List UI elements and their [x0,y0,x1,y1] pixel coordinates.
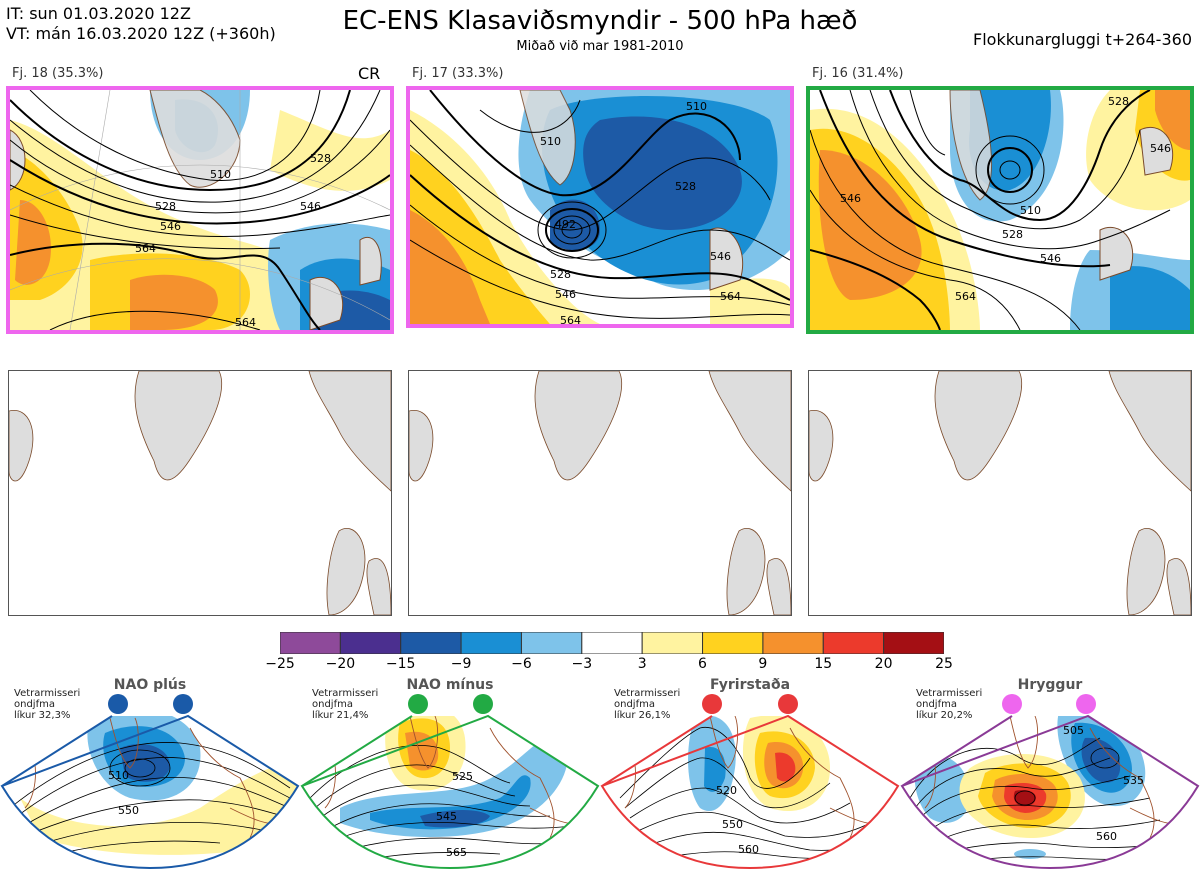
colorbar-swatch [581,631,643,655]
regime-marker [108,694,128,714]
colorbar-tick-label: −25 [265,656,295,672]
contour-label: 564 [235,316,256,329]
contour-label: 546 [1150,142,1171,155]
colorbar-swatch [883,631,945,655]
contour-label: 528 [155,200,176,213]
regime-marker [778,694,798,714]
contour-label: 528 [550,268,571,281]
colorbar-swatch [822,631,885,655]
regime-nao-plus: NAO plús Vetrarmisseri ondjfma líkur 32,… [0,676,300,871]
colorbar-tick-label: −20 [325,656,356,672]
colorbar-tick-label: −15 [385,656,416,672]
regime-ridge: Hryggur Vetrarmisseri ondjfma líkur 20,2… [900,676,1200,871]
cluster-18-annotation: CR [358,64,381,83]
colorbar-tick-label: 20 [874,656,893,672]
regime-name: Hryggur [1017,677,1083,693]
contour-label: 546 [1040,252,1061,265]
regime-marker [1076,694,1096,714]
colorbar-swatches [279,631,945,655]
colorbar-tick-label: 3 [637,656,647,672]
regime-name: NAO plús [113,677,187,693]
colorbar-tick-label: −6 [511,656,532,672]
colorbar-swatch [400,631,462,655]
initial-time: IT: sun 01.03.2020 12Z [6,4,191,23]
colorbar-swatch [520,631,583,655]
colorbar-swatch [641,631,704,655]
anomaly-map-empty-2 [408,370,792,616]
contour-label: 545 [436,810,457,823]
colorbar [279,631,945,655]
classification-window: Flokkunargluggi t+264-360 [973,30,1192,49]
header-info: IT: sun 01.03.2020 12Z VT: mán 16.03.202… [6,4,276,44]
contour-label: 546 [555,288,576,301]
anomaly-map-empty-1 [8,370,392,616]
cluster-17-label: Fj. 17 (33.3%) [412,66,504,81]
colorbar-ticks: −25 −20 −15 −9 −6 −3 3 6 9 15 20 25 [0,656,1200,676]
colorbar-swatch [279,631,341,655]
contour-label: 535 [1123,774,1144,787]
page-title: EC-ENS Klasaviðsmyndir - 500 hPa hæð [342,6,858,36]
contour-label: 546 [710,250,731,263]
contour-label: 546 [300,200,321,213]
contour-label: 510 [540,135,561,148]
contour-label: 492 [555,218,576,231]
contour-label: 565 [446,846,467,859]
contour-label: 525 [452,770,473,783]
regime-nao-minus: NAO mínus Vetrarmisseri ondjfma líkur 21… [300,676,600,871]
cluster-16-map: 510 528 546 546 564 528 546 [806,86,1194,334]
colorbar-tick-label: −3 [571,656,593,672]
contour-label: 564 [720,290,741,303]
colorbar-tick-label: 6 [698,656,707,672]
colorbar-tick-label: 9 [758,656,768,672]
contour-label: 528 [1108,95,1129,108]
regime-marker [408,694,428,714]
contour-label: 564 [135,242,156,255]
regime-description: Vetrarmisseri ondjfma líkur 26,1% [614,688,681,721]
cluster-17-map: 510 510 492 528 528 546 546 564 564 [406,86,794,328]
colorbar-tick-label: 15 [814,656,833,672]
contour-label: 560 [738,843,759,856]
regime-name: NAO mínus [406,677,494,693]
contour-label: 505 [1063,724,1084,737]
cluster-18-label: Fj. 18 (35.3%) [12,66,104,81]
cluster-16-label: Fj. 16 (31.4%) [812,66,904,81]
regime-description: Vetrarmisseri ondjfma líkur 32,3% [14,688,81,721]
regime-blocking: Fyrirstaða Vetrarmisseri ondjfma líkur 2… [600,676,900,871]
contour-label: 560 [1096,830,1117,843]
contour-label: 510 [1020,204,1041,217]
regime-marker [173,694,193,714]
colorbar-tick-label: −9 [450,656,472,672]
contour-label: 546 [160,220,181,233]
contour-label: 528 [675,180,696,193]
regime-marker [473,694,493,714]
contour-label: 528 [310,152,331,165]
contour-label: 564 [955,290,976,303]
colorbar-swatch [339,631,402,655]
contour-label: 550 [118,804,139,817]
cluster-18-map: 510 528 546 564 528 546 564 [6,86,394,334]
regime-name: Fyrirstaða [709,677,791,693]
colorbar-swatch [460,631,522,655]
contour-label: 564 [560,314,581,324]
page-subtitle: Miðað við mar 1981-2010 [516,39,684,54]
valid-time: VT: mán 16.03.2020 12Z (+360h) [6,24,276,43]
contour-label: 550 [722,818,743,831]
regime-description: Vetrarmisseri ondjfma líkur 20,2% [916,688,983,721]
regime-description: Vetrarmisseri ondjfma líkur 21,4% [312,688,379,721]
colorbar-tick-label: 25 [935,656,953,672]
contour-label: 510 [108,769,129,782]
contour-label: 510 [686,100,707,113]
anomaly-map-empty-3 [808,370,1192,616]
colorbar-swatch [762,631,824,655]
contour-label: 528 [1002,228,1023,241]
colorbar-swatch [702,631,764,655]
regime-marker [702,694,722,714]
regime-marker [1002,694,1022,714]
contour-label: 546 [840,192,861,205]
contour-label: 520 [716,784,737,797]
contour-label: 510 [210,168,231,181]
